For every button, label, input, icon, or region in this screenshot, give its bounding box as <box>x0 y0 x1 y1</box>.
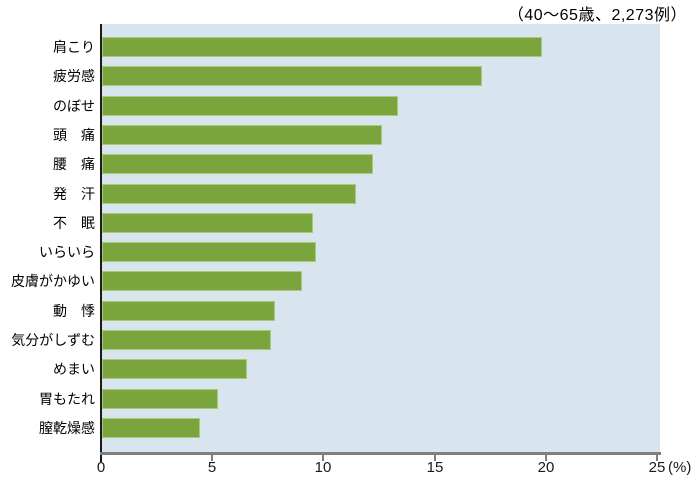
bar <box>102 271 302 291</box>
bar <box>102 66 482 86</box>
x-axis-tick-label: 10 <box>314 459 332 476</box>
x-axis-tick-label: 5 <box>207 459 217 476</box>
bar <box>102 330 271 350</box>
x-axis-tick <box>545 455 547 461</box>
bar <box>102 389 218 409</box>
bar <box>102 359 247 379</box>
category-label: 肩こり <box>53 39 95 55</box>
bar <box>102 96 398 116</box>
x-axis-tick-label: 15 <box>426 459 444 476</box>
bar <box>102 125 382 145</box>
x-axis-tick-label: 25 <box>648 459 666 476</box>
category-label: 動 悸 <box>53 303 95 319</box>
category-label: 膣乾燥感 <box>39 420 95 436</box>
category-label: 頭 痛 <box>53 127 95 143</box>
category-label: 発 汗 <box>53 186 95 202</box>
category-label: 腰 痛 <box>53 156 95 172</box>
category-label: 皮膚がかゆい <box>11 273 95 289</box>
category-label: 胃もたれ <box>39 391 95 407</box>
category-label: のぼせ <box>53 98 95 114</box>
category-label: いらいら <box>39 244 95 260</box>
y-axis-line <box>100 24 102 462</box>
bar <box>102 301 275 321</box>
bar <box>102 242 316 262</box>
x-axis-tick-label: 0 <box>96 459 106 476</box>
category-label: めまい <box>53 361 95 377</box>
bar <box>102 154 373 174</box>
bar <box>102 418 200 438</box>
x-axis-tick <box>322 455 324 461</box>
x-axis-tick <box>211 455 213 461</box>
bar <box>102 37 542 57</box>
category-label: 疲労感 <box>53 68 95 84</box>
x-axis-unit-label: (%) <box>668 459 692 476</box>
bar <box>102 213 313 233</box>
category-label: 気分がしずむ <box>11 332 95 348</box>
category-label: 不 眠 <box>53 215 95 231</box>
plot-area <box>101 24 660 452</box>
sample-size-note: （40～65歳、2,273例） <box>507 7 687 24</box>
x-axis-tick-label: 20 <box>537 459 555 476</box>
x-axis-tick <box>434 455 436 461</box>
bar <box>102 184 356 204</box>
x-axis-tick <box>656 455 658 461</box>
x-axis-line <box>100 452 661 455</box>
